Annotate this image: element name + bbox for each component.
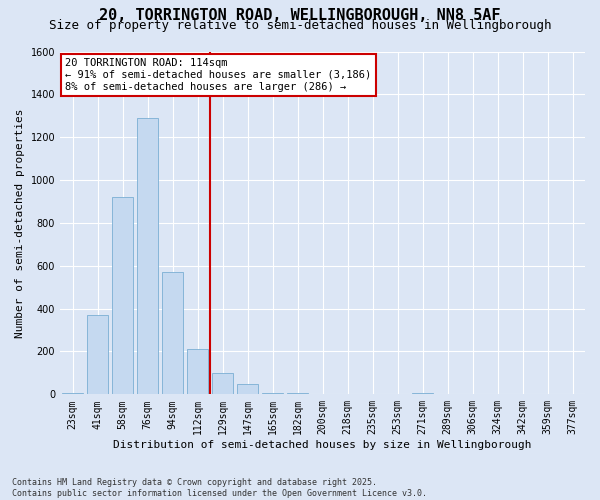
Bar bbox=[262, 392, 283, 394]
Y-axis label: Number of semi-detached properties: Number of semi-detached properties bbox=[15, 108, 25, 338]
Text: 20, TORRINGTON ROAD, WELLINGBOROUGH, NN8 5AF: 20, TORRINGTON ROAD, WELLINGBOROUGH, NN8… bbox=[99, 8, 501, 22]
Text: Size of property relative to semi-detached houses in Wellingborough: Size of property relative to semi-detach… bbox=[49, 19, 551, 32]
Text: 20 TORRINGTON ROAD: 114sqm
← 91% of semi-detached houses are smaller (3,186)
8% : 20 TORRINGTON ROAD: 114sqm ← 91% of semi… bbox=[65, 58, 371, 92]
Bar bbox=[137, 118, 158, 394]
Bar bbox=[112, 197, 133, 394]
Bar bbox=[187, 350, 208, 395]
Text: Contains HM Land Registry data © Crown copyright and database right 2025.
Contai: Contains HM Land Registry data © Crown c… bbox=[12, 478, 427, 498]
Bar bbox=[162, 272, 183, 394]
Bar bbox=[237, 384, 258, 394]
X-axis label: Distribution of semi-detached houses by size in Wellingborough: Distribution of semi-detached houses by … bbox=[113, 440, 532, 450]
Bar bbox=[62, 392, 83, 394]
Bar bbox=[87, 315, 108, 394]
Bar bbox=[212, 373, 233, 394]
